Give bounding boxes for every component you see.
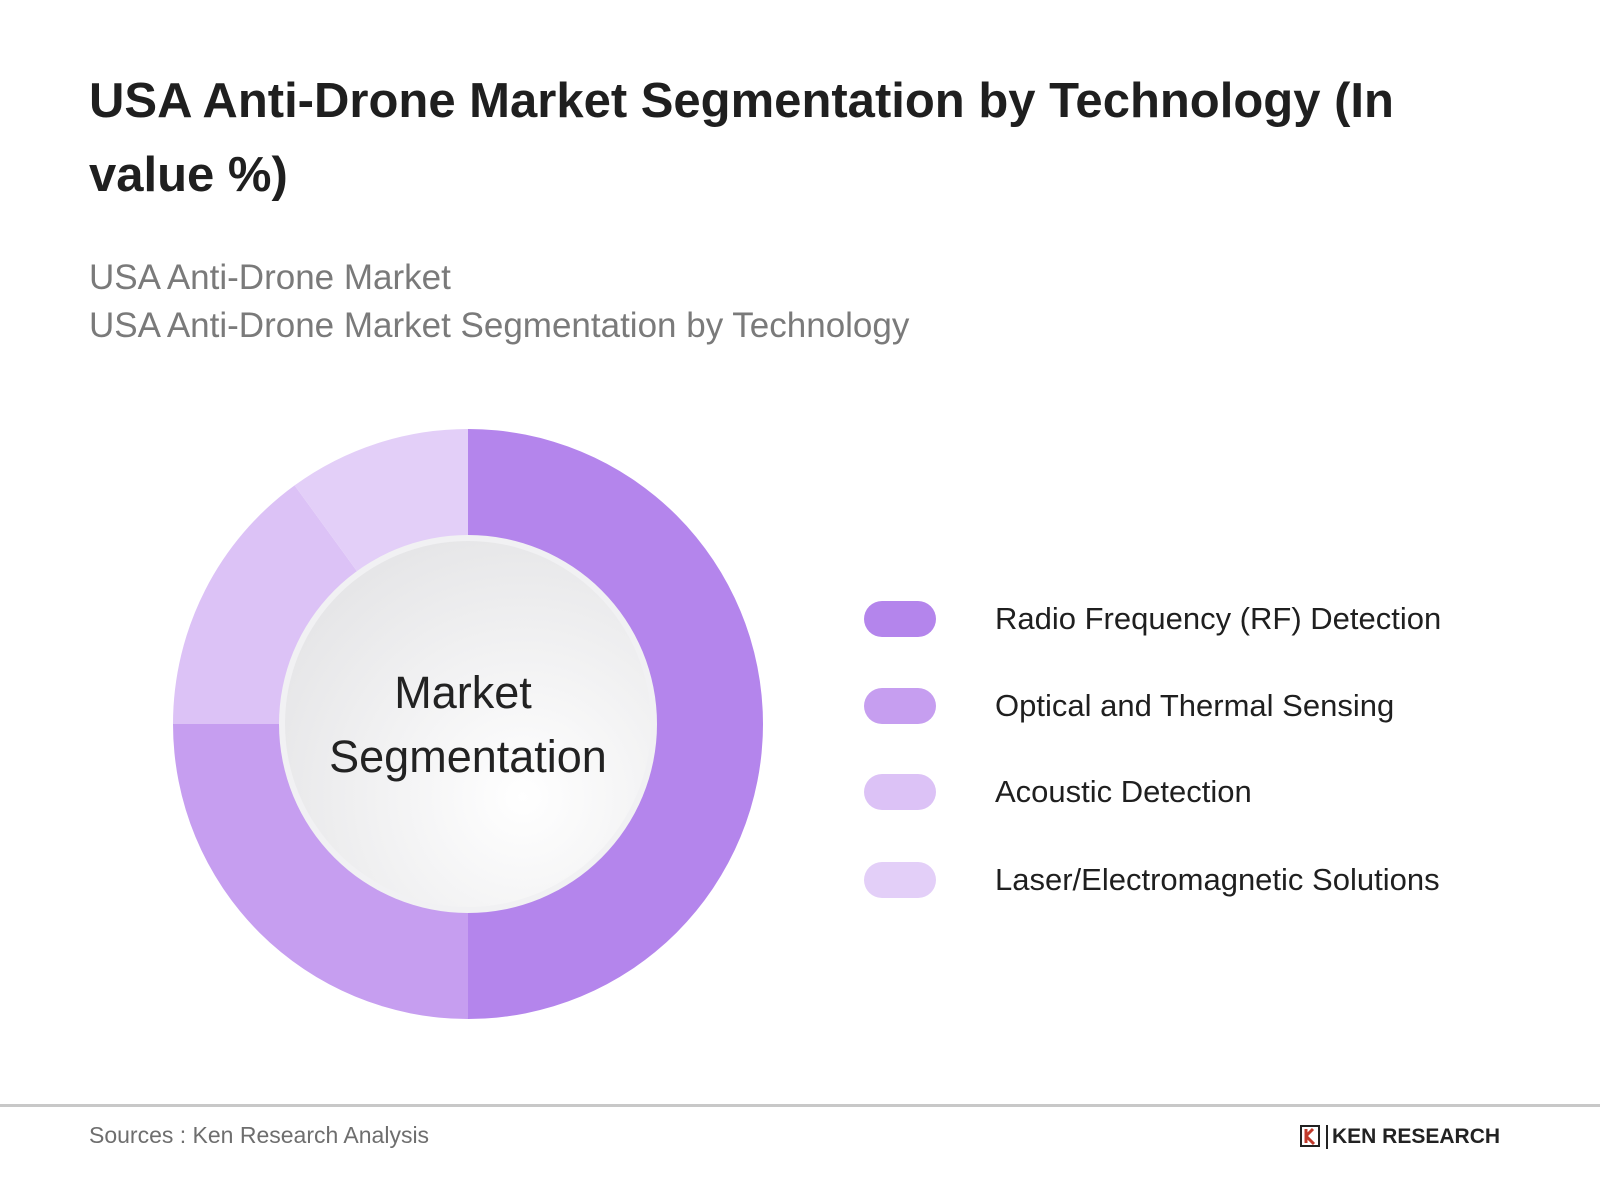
donut-hole bbox=[285, 541, 651, 907]
legend-label: Laser/Electromagnetic Solutions bbox=[995, 862, 1440, 897]
legend-item: Laser/Electromagnetic Solutions bbox=[864, 862, 1440, 898]
logo-text: KEN RESEARCH bbox=[1326, 1125, 1500, 1149]
source-note: Sources : Ken Research Analysis bbox=[89, 1122, 430, 1148]
legend-item: Optical and Thermal Sensing bbox=[864, 688, 1394, 724]
subtitle-line-1: USA Anti-Drone Market bbox=[89, 258, 451, 297]
legend-swatch bbox=[864, 688, 936, 724]
subtitle-line-2: USA Anti-Drone Market Segmentation by Te… bbox=[89, 306, 910, 345]
footer-divider bbox=[0, 1104, 1600, 1107]
legend-swatch bbox=[864, 774, 936, 810]
legend-item: Acoustic Detection bbox=[864, 774, 1252, 810]
ken-research-logo: KEN RESEARCH bbox=[1300, 1125, 1500, 1149]
center-label-line-1: Market bbox=[394, 667, 532, 718]
legend-label: Acoustic Detection bbox=[995, 774, 1252, 809]
legend-swatch bbox=[864, 862, 936, 898]
legend-label: Radio Frequency (RF) Detection bbox=[995, 601, 1442, 636]
slice-1 bbox=[173, 724, 468, 1019]
logo-mark-icon bbox=[1300, 1125, 1320, 1147]
legend-label: Optical and Thermal Sensing bbox=[995, 688, 1395, 723]
legend-swatch bbox=[864, 601, 936, 637]
legend-item: Radio Frequency (RF) Detection bbox=[864, 601, 1441, 637]
chart-title: USA Anti-Drone Market Segmentation by Te… bbox=[89, 74, 1394, 202]
center-label-line-2: Segmentation bbox=[329, 731, 607, 782]
